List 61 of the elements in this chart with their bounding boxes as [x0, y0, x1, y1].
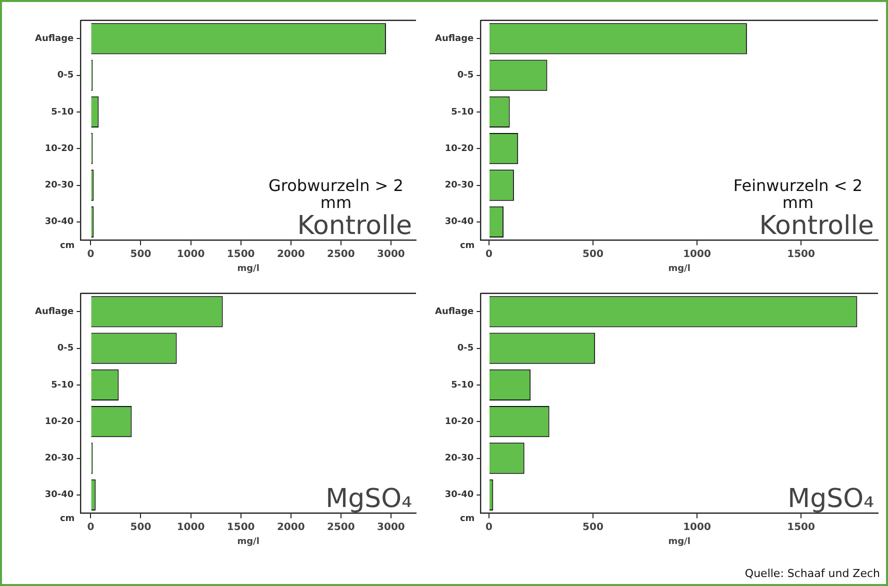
y-tick-label: 0-5 [57, 70, 74, 81]
x-axis-title: mg/l [668, 264, 690, 274]
text: MgSO₄ [788, 484, 874, 514]
x-tick-label: 1000 [176, 522, 205, 533]
y-tick-label: 5-10 [51, 107, 74, 118]
x-axis-title: mg/l [237, 264, 260, 274]
x-tick-label: 0 [486, 522, 492, 533]
y-tick-label: 10-20 [44, 416, 74, 427]
y-tick-label: 0-5 [57, 344, 74, 354]
y-tick-label: 30-40 [44, 217, 74, 228]
y-tick-label: 20-30 [444, 454, 474, 464]
y-tick-label: Auflage [434, 307, 474, 318]
text: Kontrolle [297, 211, 412, 242]
x-tick-label: 500 [130, 248, 152, 260]
y-tick-label: Auflage [434, 34, 474, 44]
x-tick-label: 2000 [276, 522, 305, 533]
text: cm [460, 241, 475, 252]
source-note: Quelle: Schaaf und Zech [744, 567, 880, 580]
x-tick-label: 1500 [787, 522, 815, 533]
x-tick-label: 0 [87, 522, 94, 533]
x-tick-label: 3000 [377, 522, 405, 533]
x-tick-label: 2000 [276, 248, 305, 260]
y-tick-label: 20-30 [44, 454, 74, 464]
x-tick-label: 1500 [787, 248, 815, 260]
x-tick-label: 0 [87, 248, 94, 260]
x-tick-label: 1000 [683, 248, 711, 260]
y-tick-label: 10-20 [444, 144, 474, 154]
y-tick-label: 30-40 [444, 490, 474, 500]
text: Feinwurzeln < 2 mm [733, 176, 863, 212]
x-tick-label: 500 [582, 248, 604, 260]
text: Kontrolle [759, 211, 874, 242]
y-tick-label: Auflage [34, 34, 74, 44]
x-tick-label: 1000 [176, 248, 205, 260]
text: Grobwurzeln > 2 mm [268, 176, 404, 212]
x-tick-label: 0 [486, 248, 492, 260]
x-tick-label: 2500 [327, 248, 355, 260]
x-tick-label: 1500 [226, 522, 255, 533]
y-tick-label: 5-10 [451, 107, 474, 118]
y-tick-label: 30-40 [444, 217, 474, 228]
y-tick-label: 20-30 [44, 180, 74, 191]
x-axis-title: mg/l [668, 536, 690, 547]
y-tick-label: 0-5 [457, 70, 474, 81]
y-tick-label: 0-5 [457, 344, 474, 354]
y-tick-label: 30-40 [44, 490, 74, 500]
x-axis-title: mg/l [237, 536, 260, 547]
x-tick-label: 1000 [683, 522, 711, 533]
y-tick-label: 5-10 [51, 380, 74, 390]
y-tick-label: 10-20 [444, 416, 474, 427]
y-tick-label: 10-20 [44, 144, 74, 154]
text: cm [60, 241, 75, 252]
x-tick-label: 3000 [377, 248, 405, 260]
x-tick-label: 500 [130, 522, 152, 533]
y-tick-label: Auflage [34, 307, 74, 318]
text: cm [460, 514, 475, 524]
x-tick-label: 500 [582, 522, 604, 533]
y-tick-label: 20-30 [444, 180, 474, 191]
y-tick-label: 5-10 [451, 380, 474, 390]
x-tick-label: 1500 [226, 248, 255, 260]
x-tick-label: 2500 [327, 522, 355, 533]
text: MgSO₄ [326, 484, 412, 514]
text: cm [60, 514, 75, 524]
